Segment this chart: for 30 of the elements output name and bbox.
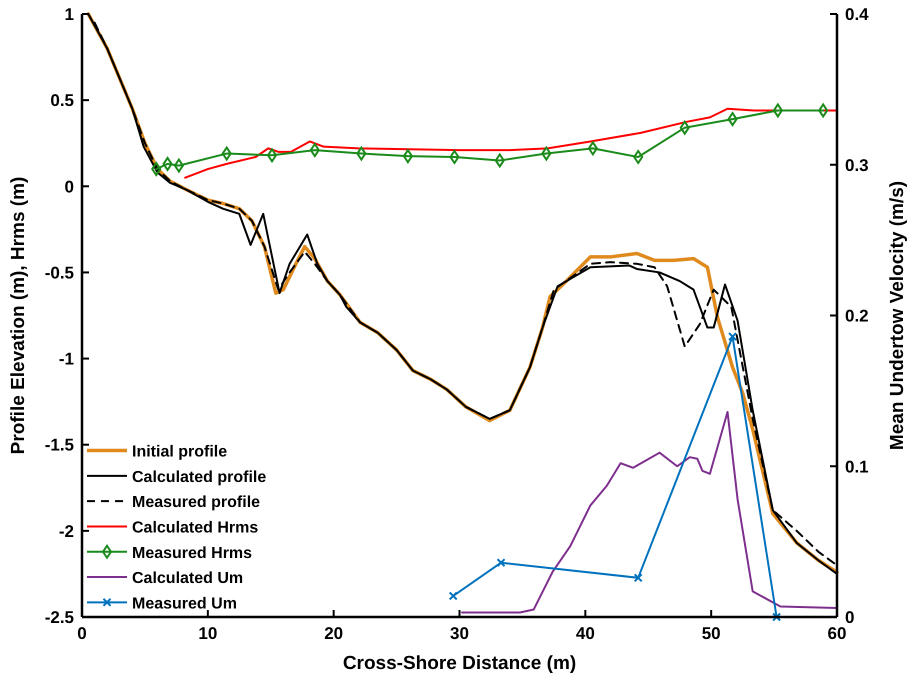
y-tick-label: -2 [58, 522, 74, 541]
legend-label: Measured Um [132, 595, 237, 612]
legend-label: Initial profile [132, 444, 228, 461]
x-tick-label: 30 [450, 624, 469, 643]
y-tick-label: -2.5 [44, 608, 74, 627]
y-tick-label: -1 [58, 350, 74, 369]
x-tick-label: 20 [324, 624, 344, 643]
legend-label: Calculated Um [132, 570, 244, 588]
legend-label: Calculated Hrms [132, 519, 258, 536]
y-tick-label: -1.5 [44, 436, 74, 455]
x-tick-label: 50 [702, 624, 721, 643]
y-axis-title: Profile Elevation (m), Hrms (m) [8, 176, 29, 454]
x-tick-label: 10 [198, 624, 218, 643]
y-tick-label: 0 [64, 177, 74, 196]
y2-tick-label: 0 [845, 608, 854, 627]
legend-label: Measured Hrms [132, 544, 252, 562]
x-tick-label: 0 [77, 624, 87, 643]
y-tick-label: 0.5 [50, 91, 74, 110]
y2-tick-label: 0.4 [845, 5, 870, 24]
y2-tick-label: 0.3 [845, 156, 869, 175]
y-tick-label: -0.5 [44, 263, 74, 282]
x-tick-label: 60 [828, 624, 846, 643]
legend-label: Measured profile [132, 494, 260, 512]
y2-tick-label: 0.1 [845, 457, 869, 476]
y-tick-label: 1 [64, 5, 74, 24]
legend-label: Calculated profile [132, 468, 266, 486]
x-axis-title: Cross-Shore Distance (m) [342, 653, 576, 674]
x-tick-label: 40 [576, 624, 595, 643]
y2-tick-label: 0.2 [845, 306, 869, 326]
y2-axis-title: Mean Undertow Velocity (m/s) [887, 180, 908, 450]
